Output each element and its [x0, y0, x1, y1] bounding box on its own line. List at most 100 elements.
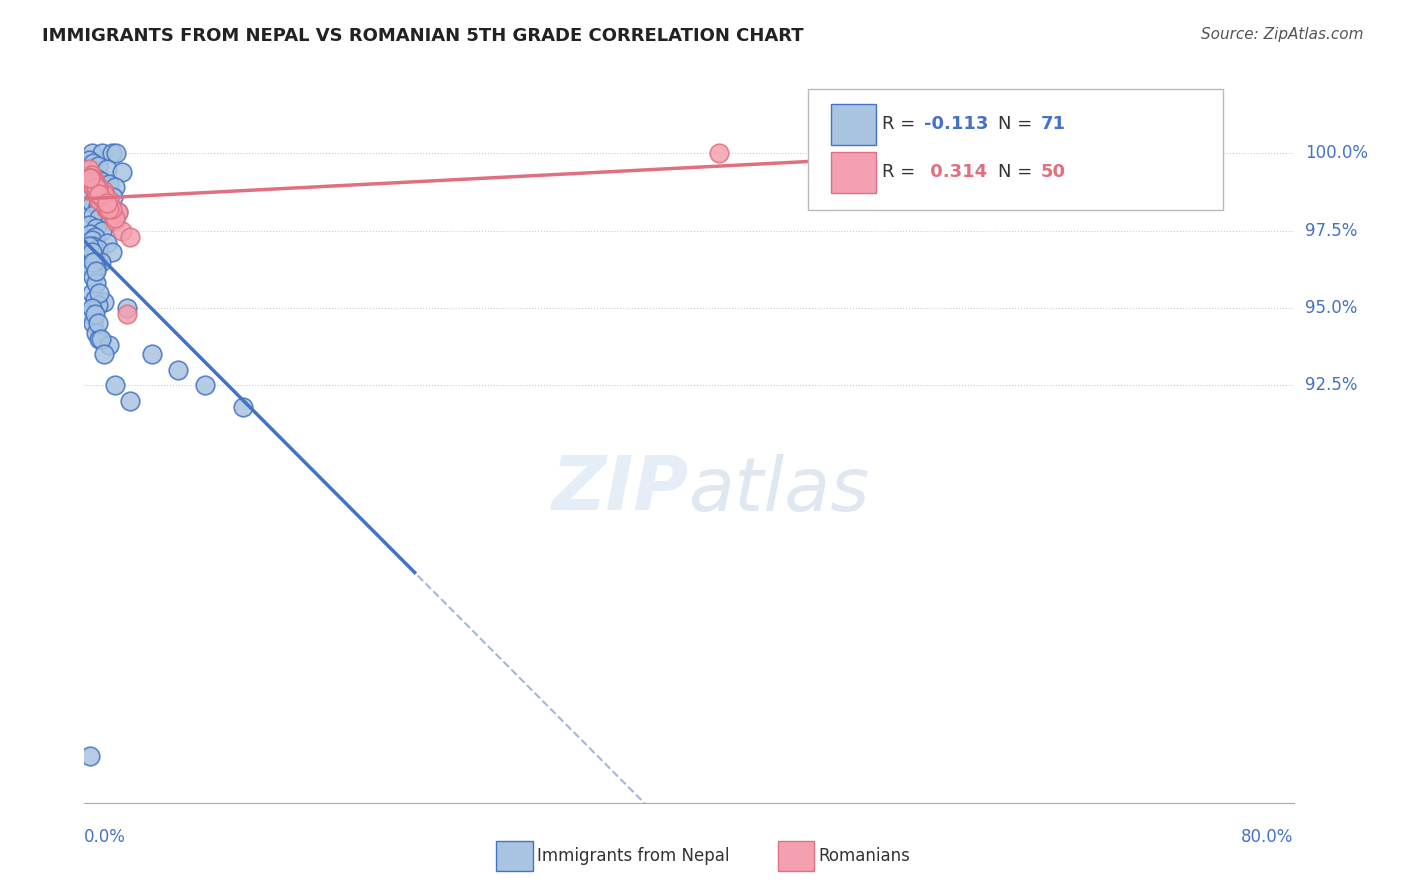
Point: [84, 230, 107, 244]
Point: [105, 146, 128, 161]
Point: [82, 317, 104, 331]
Point: [82, 180, 104, 194]
Point: [115, 307, 138, 321]
Point: [82, 155, 104, 169]
Point: [80, 233, 103, 247]
Point: [80, 245, 103, 260]
Text: 92.5%: 92.5%: [1305, 376, 1357, 394]
Point: [91, 146, 114, 161]
Point: [93, 184, 115, 198]
Point: [80, 195, 103, 210]
Point: [111, 165, 134, 179]
Point: [107, 205, 129, 219]
Text: 97.5%: 97.5%: [1305, 222, 1357, 240]
Point: [104, 214, 127, 228]
Text: 71: 71: [1040, 115, 1066, 133]
Point: [87, 186, 110, 201]
Point: [104, 211, 127, 226]
Point: [82, 254, 104, 268]
Point: [86, 264, 108, 278]
Point: [77, 161, 100, 176]
Text: 0.0%: 0.0%: [84, 828, 127, 846]
Point: [79, 307, 101, 321]
Point: [77, 239, 100, 253]
Point: [80, 301, 103, 315]
Point: [79, 749, 101, 764]
Text: -0.113: -0.113: [924, 115, 988, 133]
Point: [80, 146, 103, 161]
Point: [97, 178, 120, 192]
Point: [86, 326, 108, 340]
Point: [89, 193, 111, 207]
Text: 80.0%: 80.0%: [1241, 828, 1294, 846]
Point: [77, 218, 100, 232]
Point: [104, 378, 127, 392]
Point: [84, 307, 107, 321]
Point: [86, 178, 108, 192]
Point: [86, 186, 108, 201]
Point: [118, 230, 141, 244]
Text: 100.0%: 100.0%: [1305, 145, 1368, 162]
Point: [100, 208, 122, 222]
Point: [86, 260, 108, 275]
Point: [86, 180, 108, 194]
Point: [96, 236, 118, 251]
Text: R =: R =: [882, 163, 921, 181]
Text: 95.0%: 95.0%: [1305, 299, 1357, 317]
Point: [90, 174, 112, 188]
Point: [79, 171, 101, 186]
Point: [87, 186, 110, 201]
Point: [90, 193, 112, 207]
Point: [100, 146, 122, 161]
Point: [107, 205, 129, 219]
Point: [93, 347, 115, 361]
Point: [194, 378, 217, 392]
Point: [709, 146, 731, 161]
Point: [86, 220, 108, 235]
Point: [89, 332, 111, 346]
Point: [91, 224, 114, 238]
Point: [94, 202, 117, 216]
Point: [89, 186, 111, 201]
Point: [100, 245, 122, 260]
Point: [97, 202, 120, 216]
Point: [96, 199, 118, 213]
Point: [94, 199, 117, 213]
Point: [77, 248, 100, 262]
Point: [104, 180, 127, 194]
Point: [93, 186, 115, 201]
Point: [89, 184, 111, 198]
Point: [118, 393, 141, 408]
Text: atlas: atlas: [689, 454, 870, 525]
Point: [859, 146, 882, 161]
Point: [93, 186, 115, 201]
Point: [97, 338, 120, 352]
Text: N =: N =: [998, 115, 1038, 133]
Text: R =: R =: [882, 115, 921, 133]
Text: N =: N =: [998, 163, 1038, 181]
Point: [79, 174, 101, 188]
Point: [91, 190, 114, 204]
Point: [79, 264, 101, 278]
Point: [80, 168, 103, 182]
Point: [98, 214, 121, 228]
Text: 0.314: 0.314: [924, 163, 987, 181]
Point: [87, 199, 110, 213]
Point: [90, 254, 112, 268]
Point: [84, 178, 107, 192]
Point: [86, 277, 108, 291]
Point: [93, 294, 115, 309]
Point: [89, 211, 111, 226]
Point: [86, 184, 108, 198]
Point: [79, 227, 101, 241]
Point: [79, 171, 101, 186]
Point: [82, 208, 104, 222]
Point: [90, 190, 112, 204]
Point: [101, 190, 124, 204]
Point: [77, 153, 100, 167]
Point: [84, 174, 107, 188]
Point: [87, 180, 110, 194]
Point: [80, 285, 103, 300]
Point: [89, 193, 111, 207]
Point: [87, 317, 110, 331]
